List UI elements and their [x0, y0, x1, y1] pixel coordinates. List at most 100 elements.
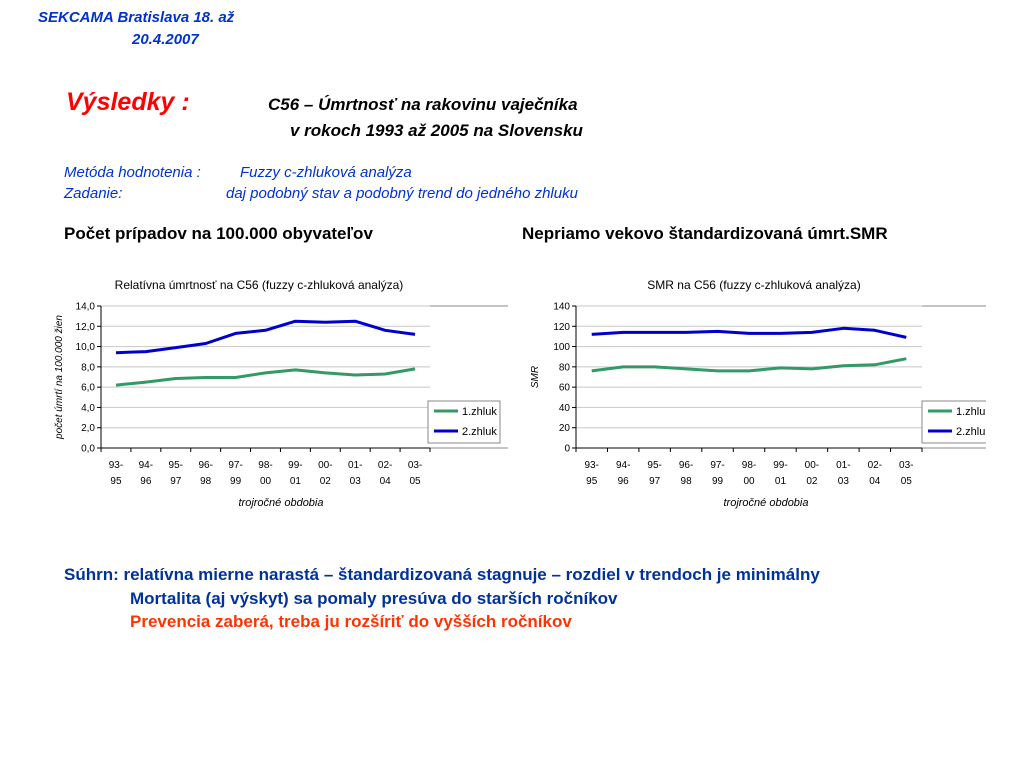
- series-lines: [591, 326, 907, 373]
- results-label: Výsledky :: [66, 88, 190, 116]
- x-tick-label: 03: [838, 476, 850, 487]
- summary-line3: Prevencia zaberá, treba ju rozšíriť do v…: [130, 612, 572, 631]
- x-tick-label: 03-: [408, 460, 422, 471]
- x-tick-label: 93-: [109, 460, 123, 471]
- y-tick-label: 14,0: [76, 302, 96, 313]
- y-tick-label: 40: [559, 403, 571, 414]
- x-tick-label: 05: [901, 476, 913, 487]
- event-header-line1: SEKCAMA Bratislava 18. až: [38, 9, 235, 26]
- x-tick-label: 98-: [258, 460, 272, 471]
- x-tick-label: 96: [140, 476, 152, 487]
- x-tick-label: 99: [230, 476, 242, 487]
- task-value: daj podobný stav a podobný trend do jedn…: [226, 185, 578, 202]
- x-tick-label: 99-: [288, 460, 302, 471]
- x-tick-label: 98-: [742, 460, 756, 471]
- x-tick-label: 01: [290, 476, 302, 487]
- x-tick-label: 95-: [647, 460, 661, 471]
- y-tick-label: 120: [553, 322, 570, 333]
- summary-line1: Súhrn: relatívna mierne narastá – štanda…: [64, 565, 820, 584]
- x-tick-label: 95: [586, 476, 598, 487]
- x-tick-labels: 93- 95 94- 96 95- 97 96- 98 97- 99 98- 00 99- 01 00- 02…: [109, 460, 423, 487]
- x-tick-label: 96-: [679, 460, 693, 471]
- x-tick-label: 99-: [773, 460, 787, 471]
- chart-legend: 1.zhluk 2.zhluk: [921, 400, 986, 444]
- x-tick-label: 95-: [169, 460, 183, 471]
- series-lines: [115, 319, 416, 387]
- plot-area: [575, 305, 986, 449]
- chart-title: Relatívna úmrtnosť na C56 (fuzzy c-zhluk…: [115, 278, 404, 292]
- x-tick-label: 97: [170, 476, 182, 487]
- y-tick-label: 6,0: [81, 383, 95, 394]
- x-tick-label: 03: [350, 476, 362, 487]
- x-tick-labels: 93- 95 94- 96 95- 97 96- 98 97- 99 98- 00 99- 01 00- 02…: [585, 460, 914, 487]
- x-axis-label: trojročné obdobia: [723, 497, 808, 509]
- left-chart-heading: Počet prípadov na 100.000 obyvateľov: [64, 224, 373, 243]
- x-tick-label: 04: [380, 476, 392, 487]
- legend-box: [921, 400, 986, 444]
- x-tick-label: 04: [869, 476, 881, 487]
- x-tick-label: 00: [260, 476, 272, 487]
- method-value: Fuzzy c-zhluková analýza: [240, 164, 412, 181]
- legend-label-1: 1.zhluk: [956, 406, 986, 418]
- x-tick-label: 00: [743, 476, 755, 487]
- x-tick-label: 01: [775, 476, 787, 487]
- y-tick-label: 8,0: [81, 362, 95, 373]
- y-tick-label: 140: [553, 302, 570, 313]
- y-tick-label: 80: [559, 362, 571, 373]
- legend-label-1: 1.zhluk: [462, 406, 497, 418]
- y-tick-label: 4,0: [81, 403, 95, 414]
- event-header-line2: 20.4.2007: [132, 31, 199, 48]
- x-tick-label: 98: [200, 476, 212, 487]
- y-tick-label: 60: [559, 383, 571, 394]
- chart-title: SMR na C56 (fuzzy c-zhluková analýza): [647, 278, 860, 292]
- x-tick-label: 00-: [318, 460, 332, 471]
- gridlines: [572, 305, 923, 452]
- x-tick-label: 02-: [868, 460, 882, 471]
- x-tick-label: 94-: [139, 460, 153, 471]
- gridlines: [97, 305, 431, 452]
- x-tick-label: 02: [806, 476, 818, 487]
- smr-chart: SMR na C56 (fuzzy c-zhluková analýza) 02…: [530, 278, 986, 509]
- x-tick-label: 96: [618, 476, 630, 487]
- title-line2: v rokoch 1993 až 2005 na Slovensku: [290, 121, 583, 140]
- y-tick-label: 100: [553, 342, 570, 353]
- x-tick-label: 01-: [836, 460, 850, 471]
- y-tick-label: 20: [559, 423, 571, 434]
- x-tick-label: 01-: [348, 460, 362, 471]
- title-line1: C56 – Úmrtnosť na rakovinu vaječníka: [268, 95, 578, 114]
- x-tick-label: 00-: [805, 460, 819, 471]
- y-tick-labels: 0 20 40 60 80 100 120 140: [553, 302, 570, 455]
- y-tick-label: 0,0: [81, 444, 95, 455]
- series-line-2: [591, 326, 907, 339]
- y-tick-label: 0: [564, 444, 570, 455]
- x-tick-label: 99: [712, 476, 724, 487]
- y-axis-label: počet úmrtí na 100.000 žien: [54, 315, 65, 440]
- x-tick-label: 05: [409, 476, 421, 487]
- x-tick-label: 94-: [616, 460, 630, 471]
- x-tick-label: 03-: [899, 460, 913, 471]
- x-tick-label: 96-: [198, 460, 212, 471]
- x-tick-label: 02-: [378, 460, 392, 471]
- legend-label-2: 2.zhluk: [462, 426, 497, 438]
- series-line-1: [115, 367, 416, 387]
- series-line-2: [115, 319, 416, 355]
- method-label: Metóda hodnotenia :: [64, 164, 201, 181]
- right-chart-heading: Nepriamo vekovo štandardizovaná úmrt.SMR: [522, 224, 888, 243]
- legend-box: [427, 400, 501, 444]
- y-tick-labels: 0,0 2,0 4,0 6,0 8,0 10,0 12,0 14,0: [76, 302, 96, 455]
- y-tick-label: 12,0: [76, 322, 96, 333]
- x-tick-label: 97-: [710, 460, 724, 471]
- x-tick-label: 02: [320, 476, 332, 487]
- y-axis-label: SMR: [530, 366, 541, 388]
- series-line-1: [591, 357, 907, 373]
- chart-legend: 1.zhluk 2.zhluk: [427, 400, 501, 444]
- summary-line2: Mortalita (aj výskyt) sa pomaly presúva …: [130, 589, 618, 608]
- y-tick-label: 10,0: [76, 342, 96, 353]
- task-label: Zadanie:: [64, 185, 123, 202]
- x-tick-label: 97-: [228, 460, 242, 471]
- x-tick-label: 93-: [585, 460, 599, 471]
- y-tick-label: 2,0: [81, 423, 95, 434]
- relative-mortality-chart: Relatívna úmrtnosť na C56 (fuzzy c-zhluk…: [54, 278, 508, 509]
- legend-label-2: 2.zhluk: [956, 426, 986, 438]
- x-tick-label: 95: [110, 476, 122, 487]
